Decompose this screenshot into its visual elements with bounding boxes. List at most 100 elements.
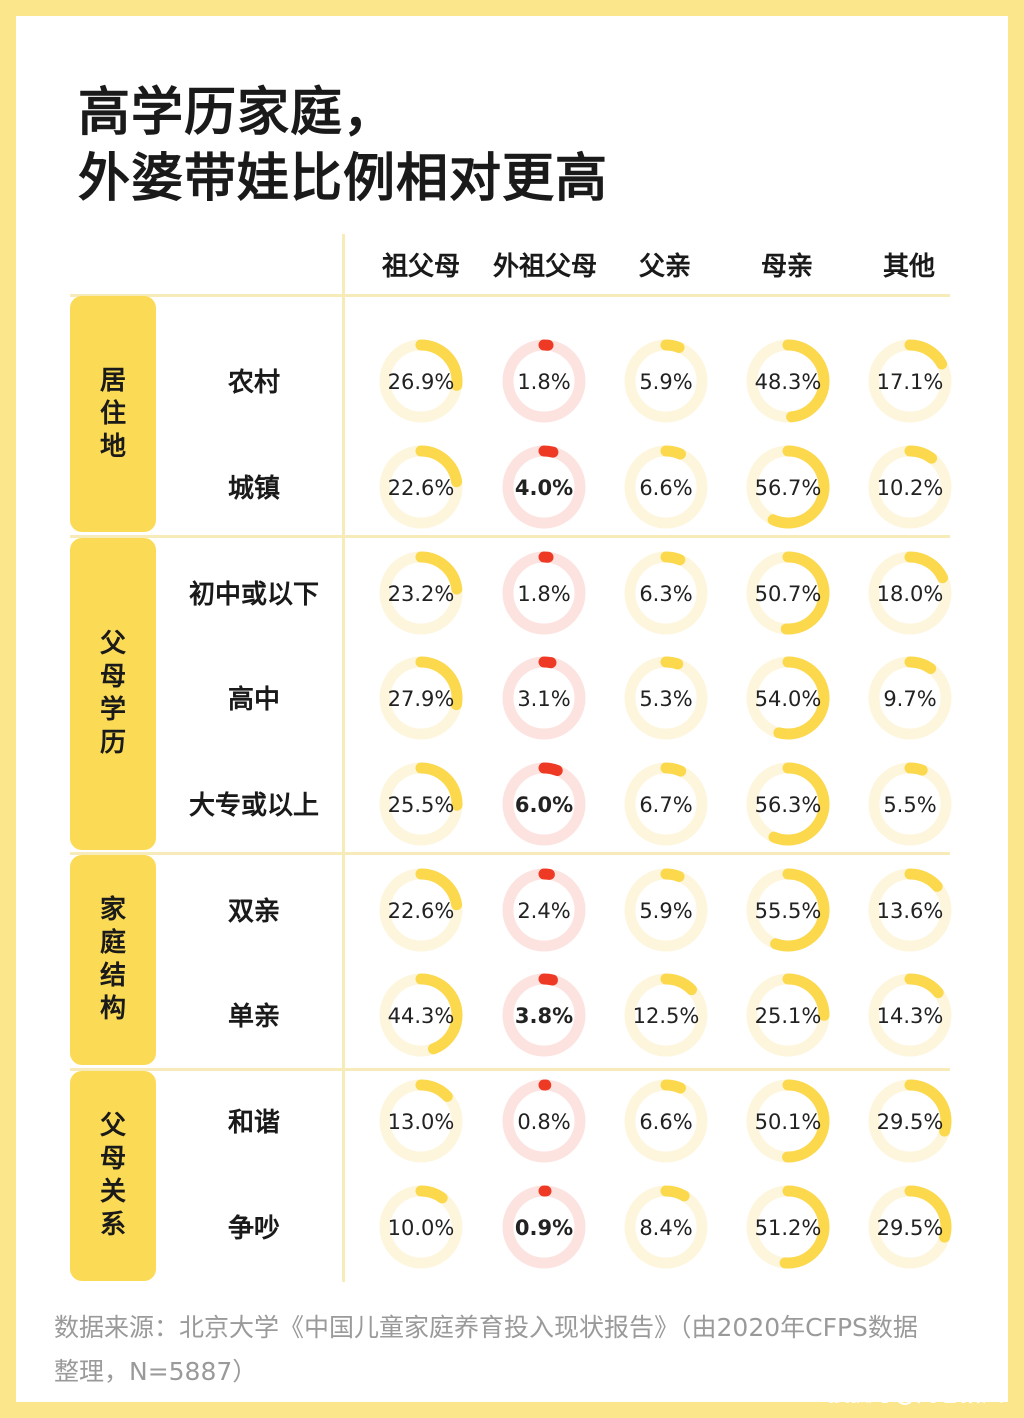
table-header-divider xyxy=(70,294,950,297)
group-char: 构 xyxy=(99,994,126,1024)
donut-arc---1 xyxy=(502,868,586,952)
row-label-college-or-above: 大专或以上 xyxy=(188,791,319,821)
donut-arc---0 xyxy=(379,551,463,635)
donut-arc---4 xyxy=(868,551,952,635)
donut-cell: 3.8% xyxy=(502,973,586,1057)
column-header-other: 其他 xyxy=(882,252,935,282)
group-char: 家 xyxy=(99,895,126,925)
page-title: 高学历家庭， 外婆带娃比例相对更高 xyxy=(78,80,608,212)
donut-cell: 22.6% xyxy=(379,445,463,529)
donut-cell: 13.6% xyxy=(868,868,952,952)
donut-cell: 51.2% xyxy=(746,1185,830,1269)
group-label-family-structure: 家 庭 结 构 xyxy=(70,855,156,1065)
donut-arc---4 xyxy=(868,1185,952,1269)
donut-cell: 1.8% xyxy=(502,339,586,423)
donut-cell: 44.3% xyxy=(379,973,463,1057)
column-header-grandparents: 祖父母 xyxy=(381,252,460,282)
donut-arc---2 xyxy=(624,1185,708,1269)
group-divider xyxy=(70,535,950,538)
row-label-harmonious: 和谐 xyxy=(227,1108,280,1138)
donut-cell: 54.0% xyxy=(746,656,830,740)
donut-cell: 6.0% xyxy=(502,762,586,846)
donut-value-label: 3.8% xyxy=(515,1004,573,1028)
donut-cell: 17.1% xyxy=(868,339,952,423)
donut-cell: 5.3% xyxy=(624,656,708,740)
donut-cell: 1.8% xyxy=(502,551,586,635)
donut-arc---1 xyxy=(502,1079,586,1163)
donut-value-label: 22.6% xyxy=(388,899,455,923)
donut-cell: 6.7% xyxy=(624,762,708,846)
column-header-father: 父亲 xyxy=(638,252,691,282)
group-divider xyxy=(70,1068,950,1071)
donut-value-label: 6.3% xyxy=(639,582,692,606)
donut-arc---3 xyxy=(746,868,830,952)
donut-value-label: 0.9% xyxy=(515,1216,573,1240)
row-label-quarreling: 争吵 xyxy=(227,1214,280,1244)
donut-cell: 6.3% xyxy=(624,551,708,635)
donut-arc---3 xyxy=(746,973,830,1057)
donut-value-label: 10.2% xyxy=(877,476,944,500)
donut-cell: 50.1% xyxy=(746,1079,830,1163)
donut-cell: 10.0% xyxy=(379,1185,463,1269)
source-line-1: 数据来源：北京大学《中国儿童家庭养育投入现状报告》（由2020年CFPS数据 xyxy=(54,1313,918,1342)
donut-value-label: 25.1% xyxy=(755,1004,822,1028)
donut-arc---4 xyxy=(868,656,952,740)
group-char: 居 xyxy=(99,365,126,396)
donut-cell: 27.9% xyxy=(379,656,463,740)
column-header-maternal-grandparents: 外祖父母 xyxy=(492,252,597,282)
donut-value-label: 23.2% xyxy=(388,582,455,606)
donut-value-label: 5.9% xyxy=(639,370,692,394)
row-label-middle-school-or-below: 初中或以下 xyxy=(188,580,319,610)
donut-value-label: 6.0% xyxy=(515,793,573,817)
donut-arc---2 xyxy=(624,656,708,740)
donut-cell: 5.9% xyxy=(624,339,708,423)
donut-cell: 48.3% xyxy=(746,339,830,423)
donut-value-label: 10.0% xyxy=(388,1216,455,1240)
group-char: 父 xyxy=(99,629,126,659)
donut-value-label: 50.7% xyxy=(755,582,822,606)
group-label-parent-education: 父 母 学 历 xyxy=(70,538,156,850)
donut-cell: 12.5% xyxy=(624,973,708,1057)
donut-cell: 10.2% xyxy=(868,445,952,529)
donut-arc---0 xyxy=(379,1079,463,1163)
donut-arc---2 xyxy=(624,339,708,423)
donut-arc---4 xyxy=(868,339,952,423)
data-source-note: 数据来源：北京大学《中国儿童家庭养育投入现状报告》（由2020年CFPS数据 整… xyxy=(54,1306,984,1394)
donut-arc---2 xyxy=(624,973,708,1057)
donut-value-label: 5.9% xyxy=(639,899,692,923)
donut-cell: 0.9% xyxy=(502,1185,586,1269)
donut-arc---3 xyxy=(746,339,830,423)
row-label-urban: 城镇 xyxy=(227,474,280,504)
watermark: 搜狐号@闾巷拾风 xyxy=(827,1382,1004,1407)
group-char: 学 xyxy=(99,695,126,725)
donut-value-label: 29.5% xyxy=(877,1110,944,1134)
group-char: 历 xyxy=(99,728,126,758)
group-char: 住 xyxy=(99,398,126,429)
group-char: 庭 xyxy=(99,928,126,958)
donut-cell: 3.1% xyxy=(502,656,586,740)
table-vertical-divider xyxy=(342,234,345,1282)
donut-arc---2 xyxy=(624,762,708,846)
donut-value-label: 17.1% xyxy=(877,370,944,394)
donut-arc---0 xyxy=(379,868,463,952)
group-char: 地 xyxy=(99,431,126,462)
donut-arc---4 xyxy=(868,762,952,846)
donut-cell: 23.2% xyxy=(379,551,463,635)
donut-arc---1 xyxy=(502,339,586,423)
donut-arc---3 xyxy=(746,1079,830,1163)
donut-value-label: 6.6% xyxy=(639,476,692,500)
donut-cell: 0.8% xyxy=(502,1079,586,1163)
row-label-rural: 农村 xyxy=(227,368,280,398)
donut-value-label: 4.0% xyxy=(515,476,573,500)
donut-cell: 13.0% xyxy=(379,1079,463,1163)
donut-arc---1 xyxy=(502,445,586,529)
donut-value-label: 54.0% xyxy=(755,687,822,711)
donut-value-label: 26.9% xyxy=(388,370,455,394)
group-label-residence: 居 住 地 xyxy=(70,296,156,532)
donut-cell: 25.5% xyxy=(379,762,463,846)
donut-cell: 18.0% xyxy=(868,551,952,635)
donut-value-label: 13.0% xyxy=(388,1110,455,1134)
donut-value-label: 6.7% xyxy=(639,793,692,817)
title-line-2: 外婆带娃比例相对更高 xyxy=(78,149,609,209)
donut-cell: 26.9% xyxy=(379,339,463,423)
